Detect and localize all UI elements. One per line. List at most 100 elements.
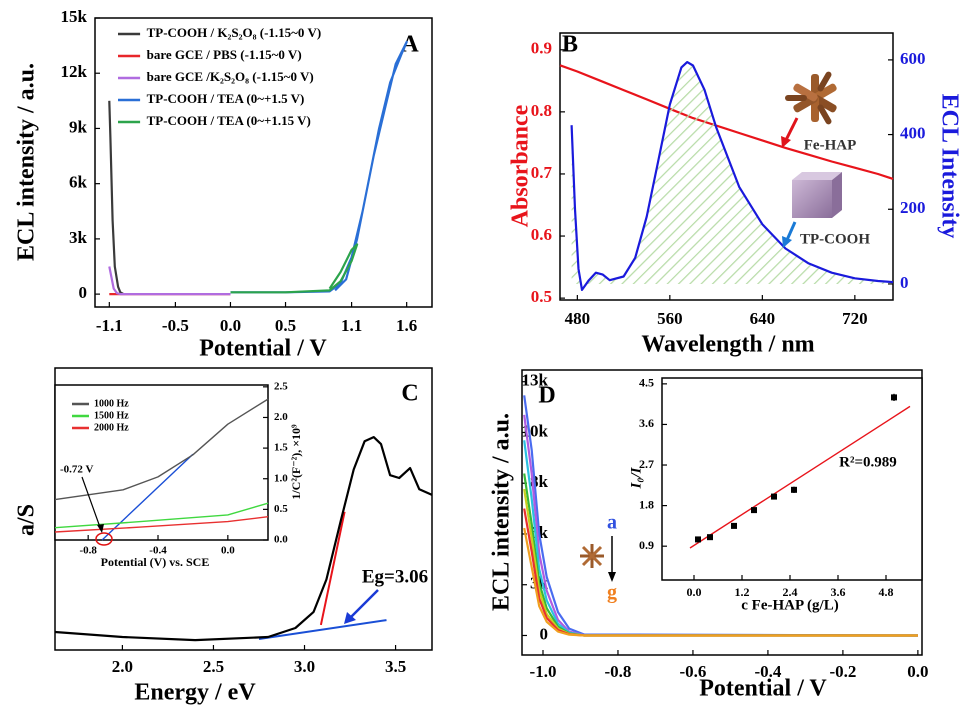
- y-tick-label: 0: [540, 624, 549, 643]
- plot-frame: [94, 17, 433, 308]
- x-tick-label: 0.0: [687, 585, 702, 599]
- annotation: R²=0.989: [839, 454, 897, 470]
- legend-label: TP-COOH / K₂S₂O₈ (-1.15~0 V): [147, 25, 322, 40]
- y-tick-label: 3k: [69, 228, 88, 247]
- y-tick-label: 6k: [69, 173, 88, 192]
- y2-tick-label: 400: [900, 123, 926, 142]
- y-tick-label: 12k: [61, 62, 88, 81]
- x-axis-label: Wavelength / nm: [641, 332, 814, 358]
- data-point: [771, 493, 777, 500]
- series-line: [108, 100, 125, 296]
- decorations: [81, 71, 842, 624]
- x-tick-label: 3.6: [831, 585, 846, 599]
- y-tick-label: 0.9: [531, 39, 552, 58]
- particle-icon: [580, 544, 604, 568]
- x-tick-label: 0.5: [275, 316, 296, 335]
- legend-label: bare GCE / PBS (-1.15~0 V): [147, 47, 302, 62]
- eg-arrow: [349, 589, 379, 619]
- x-axis-label: Energy / eV: [134, 680, 256, 706]
- legend-label: 1500 Hz: [94, 410, 129, 421]
- panel-label: D: [538, 383, 555, 409]
- x-axis-label: Potential / V: [699, 676, 827, 702]
- plot-frame: [54, 384, 269, 541]
- fe-hap-arrowhead: [781, 136, 791, 148]
- series-line: [54, 502, 269, 529]
- y-tick-label: 0.9: [639, 538, 654, 552]
- y-axis-label: ECL intensity / a.u.: [489, 413, 515, 611]
- y-tick-label: 2.5: [274, 380, 288, 392]
- legend-label: TP-COOH / TEA (0~+1.5 V): [147, 91, 305, 106]
- x-tick-label: -0.8: [79, 545, 97, 557]
- x-tick-label: -0.8: [605, 662, 632, 681]
- y-tick-label: 2.7: [639, 457, 654, 471]
- x-tick-label: 640: [750, 309, 776, 328]
- fe-hap-arrow: [784, 117, 799, 141]
- series-line: [230, 243, 359, 294]
- data-point: [751, 507, 757, 514]
- y-axis-label: a/S: [14, 504, 40, 536]
- y-tick-label: 0.5: [274, 503, 288, 515]
- legend-label: 1000 Hz: [94, 398, 129, 409]
- y-tick-label: 0.8: [531, 101, 552, 120]
- series-line: [108, 266, 231, 296]
- data-point: [707, 534, 713, 541]
- x-tick-label: -0.5: [162, 316, 189, 335]
- plot-frame: [661, 377, 923, 581]
- fit-line: [258, 619, 387, 640]
- legend-label: 2000 Hz: [94, 422, 129, 433]
- y-tick-label: 1.8: [639, 497, 654, 511]
- x-tick-label: 0.0: [907, 662, 928, 681]
- y2-tick-label: 200: [900, 198, 926, 217]
- panel-label: C: [401, 381, 418, 407]
- data-point: [731, 522, 737, 529]
- y-tick-label: 3.6: [639, 416, 654, 430]
- x-tick-label: -1.1: [96, 316, 123, 335]
- y-tick-label: 0.0: [274, 534, 288, 546]
- y2-axis-label: ECL Intensity: [936, 94, 962, 239]
- x-tick-label: 2.0: [112, 657, 133, 676]
- y-tick-label: 4.5: [639, 376, 654, 390]
- x-axis-label: Potential / V: [199, 336, 327, 362]
- x-tick-label: -0.4: [149, 545, 167, 557]
- x-tick-label: 720: [842, 309, 868, 328]
- legend-label: bare GCE /K₂S₂O₈ (-1.15~0 V): [147, 69, 314, 84]
- data-point: [891, 394, 897, 401]
- y-axis-label: Absorbance: [508, 104, 534, 227]
- annotation: Fe-HAP: [804, 137, 856, 153]
- hatched-area: [571, 62, 893, 290]
- y-tick-label: 15k: [61, 7, 88, 26]
- intercept-arrow: [81, 476, 102, 531]
- x-tick-label: 1.1: [341, 316, 362, 335]
- x-tick-label: 3.0: [294, 657, 315, 676]
- x-tick-label: 4.8: [879, 585, 894, 599]
- x-tick-label: 3.5: [385, 657, 406, 676]
- y-tick-label: 0.6: [531, 225, 552, 244]
- eg-arrowhead: [344, 612, 356, 624]
- panel-label: A: [401, 32, 419, 58]
- x-tick-label: 1.6: [396, 316, 417, 335]
- x-tick-label: -0.6: [679, 662, 706, 681]
- y-tick-label: 0.7: [531, 163, 553, 182]
- fe-hap-icon: [785, 71, 837, 125]
- panel-label: B: [562, 32, 578, 58]
- fit-line: [689, 405, 911, 549]
- x-tick-label: -0.4: [754, 662, 781, 681]
- tp-cooh-arrow: [785, 221, 797, 241]
- y-axis-label: ECL intensity / a.u.: [14, 63, 40, 261]
- tp-cooh-icon: [792, 172, 842, 218]
- x-tick-label: 480: [565, 309, 591, 328]
- x-axis-label: Potential (V) vs. SCE: [101, 555, 210, 569]
- annotation: Eg=3.06: [362, 566, 428, 587]
- plots: -1.1 -0.5 0.0 0.5 1.1 1.6 0 3k 6k 9k 12k 15k Potenti…: [14, 7, 963, 706]
- series-line: [230, 40, 408, 294]
- fit-line: [319, 511, 346, 626]
- intercept-circle: [95, 532, 113, 546]
- series-line: [523, 527, 918, 637]
- series-line: [54, 516, 269, 533]
- y2-tick-label: 600: [900, 49, 926, 68]
- y-tick-label: 2.0: [274, 411, 288, 423]
- annotation: a: [607, 512, 617, 534]
- annotation: g: [607, 582, 617, 604]
